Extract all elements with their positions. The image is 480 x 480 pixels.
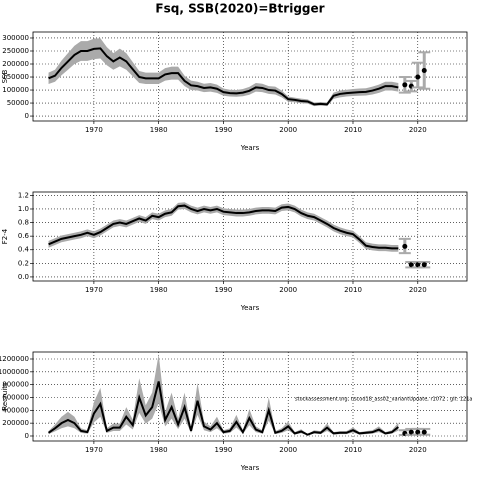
plot-frame <box>32 31 468 122</box>
estimate-line <box>48 204 399 250</box>
point <box>408 262 414 268</box>
x-tick-label: 2010 <box>344 286 362 294</box>
point <box>402 243 408 249</box>
x-tick-label: 1980 <box>150 126 168 134</box>
y-axis-label: SSB <box>1 69 9 83</box>
y-tick-label: 1.0 <box>18 205 29 213</box>
x-tick-label: 1970 <box>85 286 103 294</box>
x-tick-label: 1990 <box>215 446 233 454</box>
y-tick-label: 1000000 <box>0 368 29 376</box>
point <box>421 429 427 435</box>
point <box>421 68 427 74</box>
x-tick-label: 2000 <box>279 126 297 134</box>
y-tick-label: 0.8 <box>18 219 29 227</box>
x-tick-label: 2010 <box>344 446 362 454</box>
y-tick-label: 0 <box>25 112 29 120</box>
point <box>421 262 427 268</box>
y-tick-label: 800000 <box>2 381 29 389</box>
x-tick-label: 1980 <box>150 446 168 454</box>
point <box>415 74 421 80</box>
y-tick-label: 1200000 <box>0 355 29 363</box>
x-tick-label: 2000 <box>279 286 297 294</box>
x-tick-label: 2020 <box>409 446 427 454</box>
y-tick-label: 0.4 <box>18 246 30 254</box>
x-tick-label: 1990 <box>215 286 233 294</box>
x-tick-label: 2020 <box>409 126 427 134</box>
confidence-band <box>48 202 399 252</box>
point <box>415 429 421 435</box>
x-tick-label: 2010 <box>344 126 362 134</box>
y-tick-label: 0 <box>25 432 29 440</box>
x-axis-label: Years <box>240 464 260 472</box>
y-axis-label: Recruits <box>1 382 9 411</box>
annotation: stockassessment.org, nscod18_ass02_varia… <box>295 397 472 403</box>
plot-frame <box>32 191 468 282</box>
x-axis-label: Years <box>240 144 260 152</box>
y-tick-label: 0.2 <box>18 259 29 267</box>
y-tick-label: 50000 <box>7 99 29 107</box>
x-tick-label: 1970 <box>85 446 103 454</box>
y-tick-label: 150000 <box>2 73 29 81</box>
point <box>408 429 414 435</box>
x-tick-label: 2000 <box>279 446 297 454</box>
y-tick-label: 1.2 <box>18 191 29 199</box>
y-tick-label: 0.6 <box>18 232 30 240</box>
point <box>415 262 421 268</box>
estimate-line <box>48 47 399 106</box>
y-tick-label: 100000 <box>2 86 29 94</box>
x-tick-label: 1990 <box>215 126 233 134</box>
y-tick-label: 250000 <box>2 47 29 55</box>
y-tick-label: 300000 <box>2 34 29 42</box>
y-tick-label: 200000 <box>2 419 29 427</box>
y-tick-label: 400000 <box>2 406 29 414</box>
x-tick-label: 1980 <box>150 286 168 294</box>
y-axis-label: F2-4 <box>1 228 9 244</box>
x-tick-label: 1970 <box>85 126 103 134</box>
estimate-line <box>47 381 399 436</box>
x-tick-label: 2020 <box>409 286 427 294</box>
plot-frame <box>32 351 468 442</box>
y-tick-label: 200000 <box>2 60 29 68</box>
y-tick-label: 0.0 <box>18 273 29 281</box>
figure-title: Fsq, SSB(2020)=Btrigger <box>155 2 324 16</box>
x-axis-label: Years <box>240 304 260 312</box>
y-tick-label: 600000 <box>2 393 29 401</box>
point <box>402 82 408 88</box>
